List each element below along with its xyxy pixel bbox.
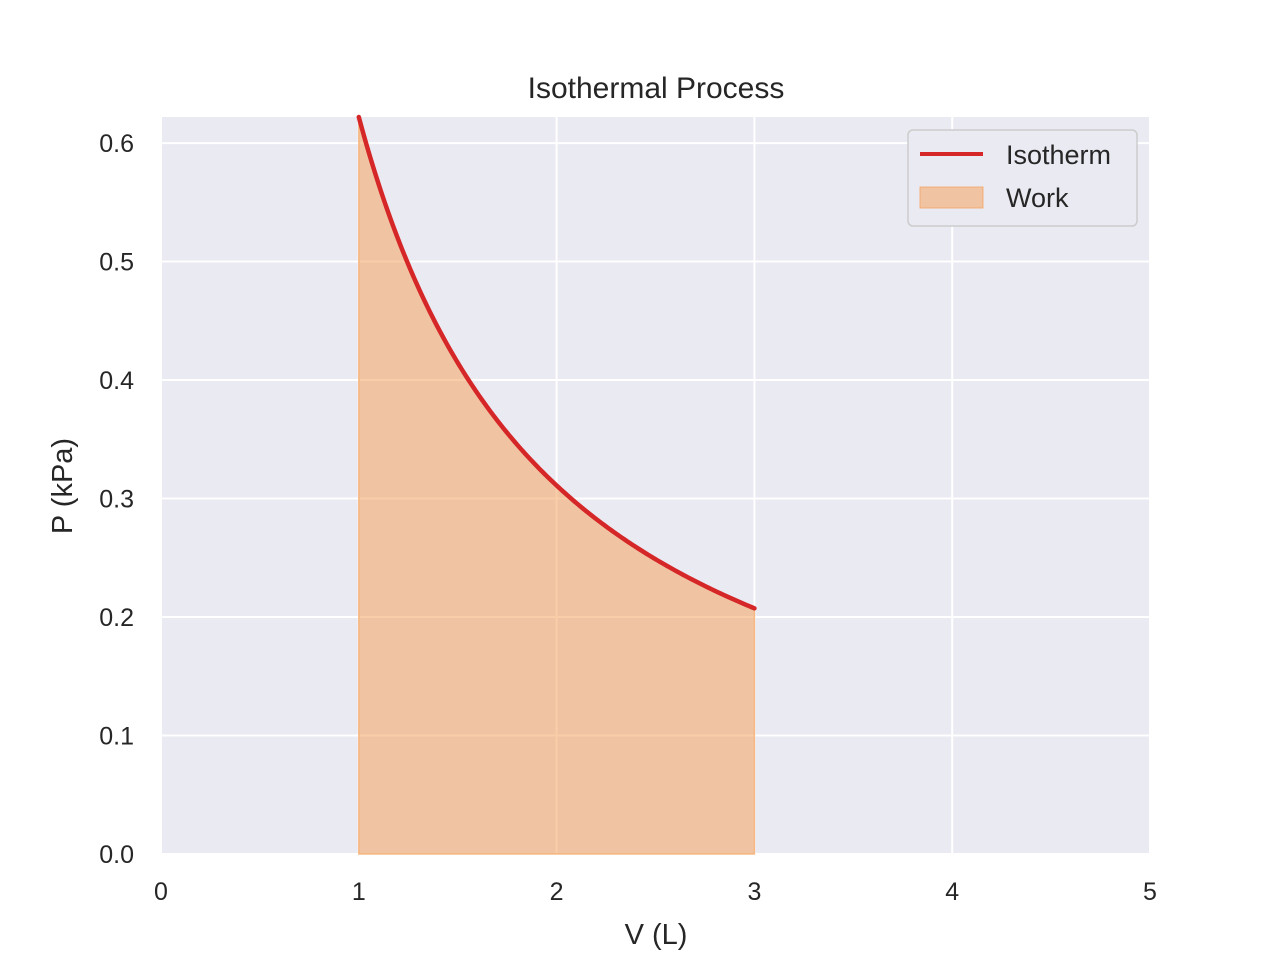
y-tick-label: 0.5 [99, 249, 134, 277]
y-tick-label: 0.1 [99, 723, 134, 751]
legend: Isotherm Work [907, 129, 1138, 227]
x-tick-label: 1 [352, 878, 366, 906]
isotherm-line [356, 114, 757, 611]
legend-isotherm-label: Isotherm [1006, 140, 1111, 170]
y-tick-label: 0.2 [99, 604, 134, 632]
tick-labels: 0 1 2 3 4 5 0.0 0.1 0.2 0.3 0.4 0.5 0.6 [99, 130, 1157, 906]
x-tick-label: 3 [747, 878, 761, 906]
x-tick-label: 2 [550, 878, 564, 906]
y-tick-label: 0.6 [99, 130, 134, 158]
y-tick-label: 0.4 [99, 367, 134, 395]
x-tick-label: 0 [154, 878, 168, 906]
legend-work-label: Work [1006, 183, 1069, 213]
x-axis-label: V (L) [625, 919, 688, 951]
isotherm-line-layer [356, 114, 757, 611]
y-axis-label: P (kPa) [47, 438, 79, 534]
chart-title: Isothermal Process [528, 72, 785, 105]
y-tick-label: 0.0 [99, 841, 134, 869]
x-tick-label: 5 [1143, 878, 1157, 906]
legend-work-swatch [919, 186, 984, 209]
y-tick-label: 0.3 [99, 486, 134, 514]
x-tick-label: 4 [945, 878, 959, 906]
